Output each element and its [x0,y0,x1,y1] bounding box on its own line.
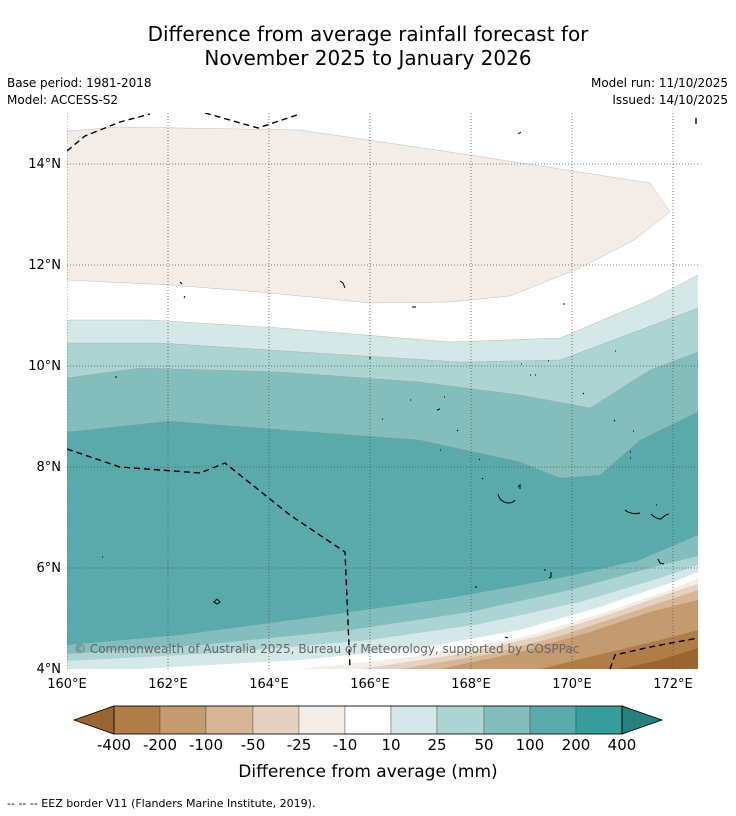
title-line-2: November 2025 to January 2026 [204,46,532,70]
colorbar-cell-8 [436,705,485,735]
colorbar-high-arrow [621,705,664,735]
contour-lines [67,126,698,479]
model-run: Model run: 11/10/2025 [590,76,728,90]
lat-tick-labels: 4°N 6°N 8°N 10°N 12°N 14°N [28,157,61,677]
lon-tick-170: 170°E [552,677,592,692]
colorbar-cell-4 [252,705,300,735]
colorbar [72,705,664,735]
base-period: Base period: 1981-2018 [7,76,152,90]
issued-date: Issued: 14/10/2025 [612,93,728,107]
colorbar-cell-9 [483,705,531,735]
lon-tick-labels: 160°E 162°E 164°E 166°E 168°E 170°E 172°… [47,677,693,692]
eez-borders [67,113,698,669]
eez-footnote: -- -- -- EEZ border V11 (Flanders Marine… [7,797,316,810]
lon-tick-164: 164°E [249,677,289,692]
cb-label-10: 10 [381,736,401,754]
cb-label-neg50: -50 [240,736,266,754]
islands [102,131,670,639]
cb-label-neg10: -10 [332,736,358,754]
colorbar-low-arrow [72,705,115,735]
model-name: Model: ACCESS-S2 [7,93,119,107]
colorbar-cell-10 [529,705,577,735]
cb-label-200: 200 [561,736,591,754]
cb-label-neg200: -200 [142,736,178,754]
cb-label-25: 25 [427,736,447,754]
lat-tick-14: 14°N [28,157,61,172]
colorbar-cell-11 [575,705,623,735]
colorbar-cells [113,705,623,735]
title-line-1: Difference from average rainfall forecas… [147,22,589,46]
lon-tick-168: 168°E [451,677,491,692]
colorbar-cell-6 [344,705,392,735]
lat-tick-10: 10°N [28,359,61,374]
cb-label-neg400: -400 [96,736,132,754]
cb-label-neg25: -25 [286,736,312,754]
colorbar-title: Difference from average (mm) [238,762,498,782]
colorbar-cell-5 [298,705,346,735]
cb-label-50: 50 [474,736,494,754]
cb-label-400: 400 [607,736,637,754]
cb-label-100: 100 [515,736,545,754]
cb-label-neg100: -100 [188,736,224,754]
gridlines [67,113,698,669]
map-title: Difference from average rainfall forecas… [0,22,736,70]
lon-tick-160: 160°E [47,677,87,692]
lat-tick-12: 12°N [28,258,61,273]
map-plot-area: © Commonwealth of Australia 2025, Bureau… [67,113,698,669]
band-dry-200-400-south [540,630,698,669]
meta-right: Model run: 11/10/2025 Issued: 14/10/2025 [591,75,728,109]
lon-tick-166: 166°E [350,677,390,692]
copyright-text: © Commonwealth of Australia 2025, Bureau… [74,642,579,656]
band-dry-light [67,127,670,303]
colorbar-outline [113,705,623,735]
lon-tick-172: 172°E [653,677,693,692]
colorbar-cell-7 [390,705,438,735]
colorbar-cell-3 [205,705,254,735]
meta-left: Base period: 1981-2018 Model: ACCESS-S2 [7,75,152,109]
lat-tick-4: 4°N [37,662,62,677]
colorbar-cell-2 [159,705,207,735]
band-dry-400-south [620,648,698,669]
lat-tick-6: 6°N [37,561,62,576]
lon-tick-162: 162°E [148,677,188,692]
lat-tick-8: 8°N [37,460,62,475]
colorbar-cell-1 [113,705,161,735]
